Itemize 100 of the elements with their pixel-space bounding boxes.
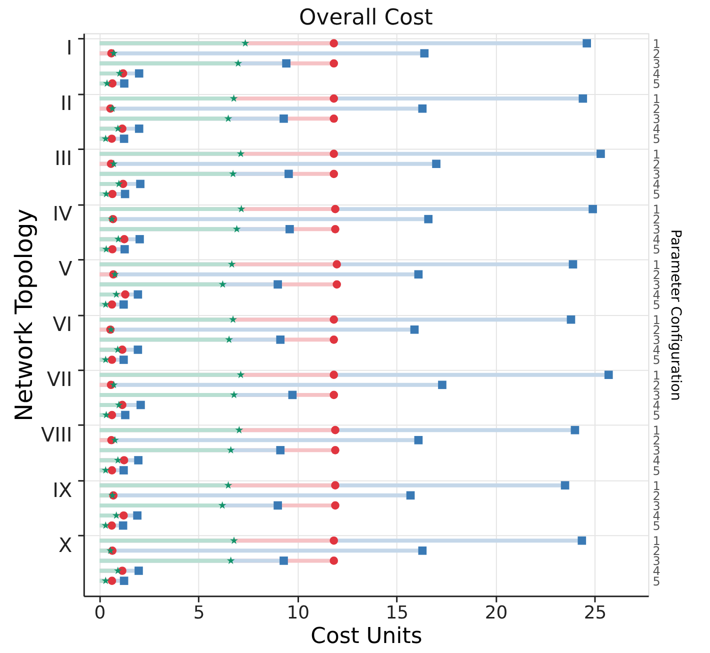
point [225,336,234,344]
category-label: VII [46,368,72,392]
point [274,280,282,289]
point [114,124,122,132]
point [424,214,433,224]
point [282,59,290,68]
point [134,69,144,78]
point [114,566,122,574]
point [218,280,227,288]
point [330,59,338,68]
point [224,114,232,122]
point [276,336,285,344]
point [280,114,288,123]
category-label: I [66,36,72,60]
point [234,59,242,67]
point [133,511,142,520]
point [331,446,340,454]
category-label: VI [52,312,72,336]
point [418,546,427,555]
x-tick-label: 20 [484,602,508,624]
point [230,94,238,102]
point [110,380,118,388]
point [406,491,415,500]
y2-axis-title: Parameter Configuration [667,229,684,401]
category-label: III [54,147,72,170]
point [276,446,285,454]
point [332,280,341,289]
point [330,390,338,400]
point [414,270,423,279]
y-tick-label: 5 [652,242,660,257]
point [114,456,122,464]
category-label: V [58,258,72,281]
point [134,290,142,299]
point [229,315,237,323]
point [110,436,119,444]
point [136,400,145,410]
point [114,235,122,243]
x-tick-label: 5 [193,602,205,624]
point [106,546,114,554]
category-label: VIII [40,424,72,446]
point [438,380,446,390]
y-tick-label: 5 [652,408,660,423]
x-tick-label: 15 [386,602,409,624]
y-tick-label: 5 [652,464,660,478]
y-tick-label: 5 [652,76,660,91]
point [134,124,144,133]
point [110,49,118,57]
point [229,170,237,178]
point [410,325,419,334]
point [134,456,142,464]
point [136,235,144,244]
point [114,180,123,188]
point [120,456,128,464]
category-label: X [58,534,72,558]
point [274,501,282,510]
point [121,290,130,299]
point [237,204,246,212]
chart-title: Overall Cost [299,5,434,30]
y-tick-label: 5 [652,298,660,312]
point [432,160,440,168]
point [288,390,297,400]
point [114,346,122,354]
point [226,446,235,454]
point [330,556,338,565]
point [280,556,288,565]
category-label: IV [52,202,72,226]
point [120,235,128,244]
point [136,180,144,188]
x-tick-label: 0 [94,602,106,624]
point [112,290,120,298]
point [230,390,238,398]
point [286,224,294,234]
point [331,225,340,234]
y-tick-label: 5 [652,353,660,368]
point [134,566,143,575]
point [284,170,293,178]
category-label: II [60,92,72,115]
y-tick-label: 5 [652,574,660,588]
point [414,436,423,444]
point [232,224,241,233]
point [331,501,340,510]
y-axis-title: Network Topology [10,208,38,422]
x-axis-title: Cost Units [310,624,422,650]
y-tick-label: 5 [652,187,660,202]
point [114,400,123,408]
y-tick-label: 5 [652,519,660,534]
category-label: IX [52,478,72,502]
point [226,556,235,564]
point [112,511,120,519]
point [330,114,338,123]
point [418,104,427,113]
y-tick-label: 5 [652,132,660,146]
point [330,336,338,344]
x-tick-label: 25 [584,602,607,624]
point [218,501,226,509]
point [420,49,429,58]
point [134,346,142,354]
x-tick-label: 10 [286,602,310,624]
point [120,511,128,520]
point [110,160,118,168]
